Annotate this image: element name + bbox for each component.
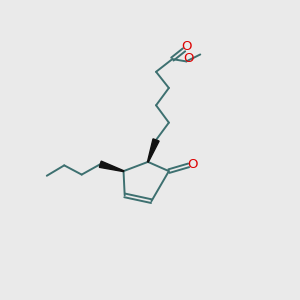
Text: O: O [188,158,198,171]
Text: O: O [183,52,194,65]
Polygon shape [148,139,159,162]
Polygon shape [99,161,124,172]
Text: O: O [182,40,192,53]
